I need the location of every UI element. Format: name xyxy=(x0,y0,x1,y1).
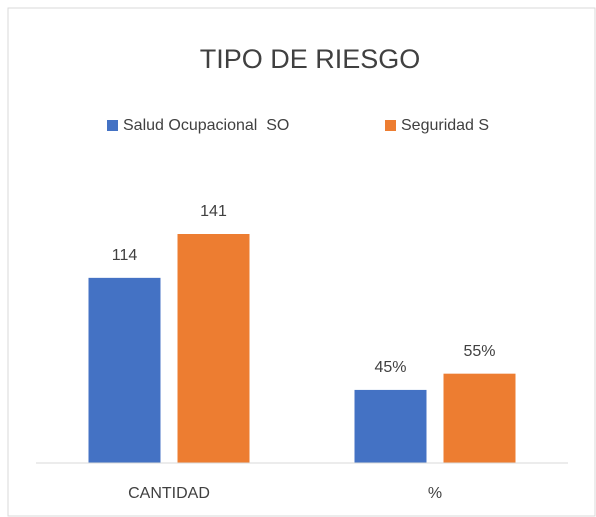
bar xyxy=(177,234,250,463)
legend-swatch xyxy=(107,120,118,131)
data-label: 45% xyxy=(374,359,406,376)
bar xyxy=(88,277,161,463)
data-label: 55% xyxy=(463,343,495,360)
chart-title: TIPO DE RIESGO xyxy=(200,44,421,74)
bar xyxy=(443,373,516,463)
x-tick-label: % xyxy=(428,485,442,502)
legend-swatch xyxy=(385,120,396,131)
data-label: 141 xyxy=(200,203,227,220)
data-label: 114 xyxy=(112,247,138,264)
bar xyxy=(354,389,427,463)
x-tick-label: CANTIDAD xyxy=(128,485,210,502)
legend-label: Salud Ocupacional SO xyxy=(123,117,289,134)
legend-label: Seguridad S xyxy=(401,117,489,134)
